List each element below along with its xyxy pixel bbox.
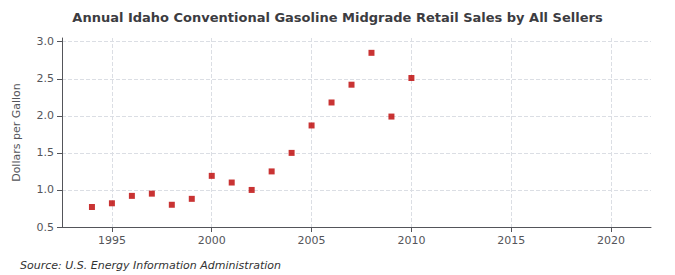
svg-text:Dollars per Gallon: Dollars per Gallon	[10, 83, 23, 182]
svg-text:2000: 2000	[198, 234, 226, 247]
svg-text:1.5: 1.5	[37, 146, 55, 159]
svg-text:0.5: 0.5	[37, 221, 55, 234]
svg-text:Annual Idaho Conventional Gaso: Annual Idaho Conventional Gasoline Midgr…	[72, 10, 603, 25]
svg-text:2020: 2020	[597, 234, 625, 247]
svg-text:2015: 2015	[497, 234, 525, 247]
svg-text:2.5: 2.5	[37, 72, 55, 85]
svg-text:1995: 1995	[98, 234, 126, 247]
svg-text:3.0: 3.0	[37, 35, 55, 48]
svg-text:2010: 2010	[397, 234, 425, 247]
svg-text:2.0: 2.0	[37, 109, 55, 122]
svg-text:2005: 2005	[298, 234, 326, 247]
svg-text:Source: U.S. Energy Informatio: Source: U.S. Energy Information Administ…	[20, 259, 281, 272]
svg-text:1.0: 1.0	[37, 183, 55, 196]
